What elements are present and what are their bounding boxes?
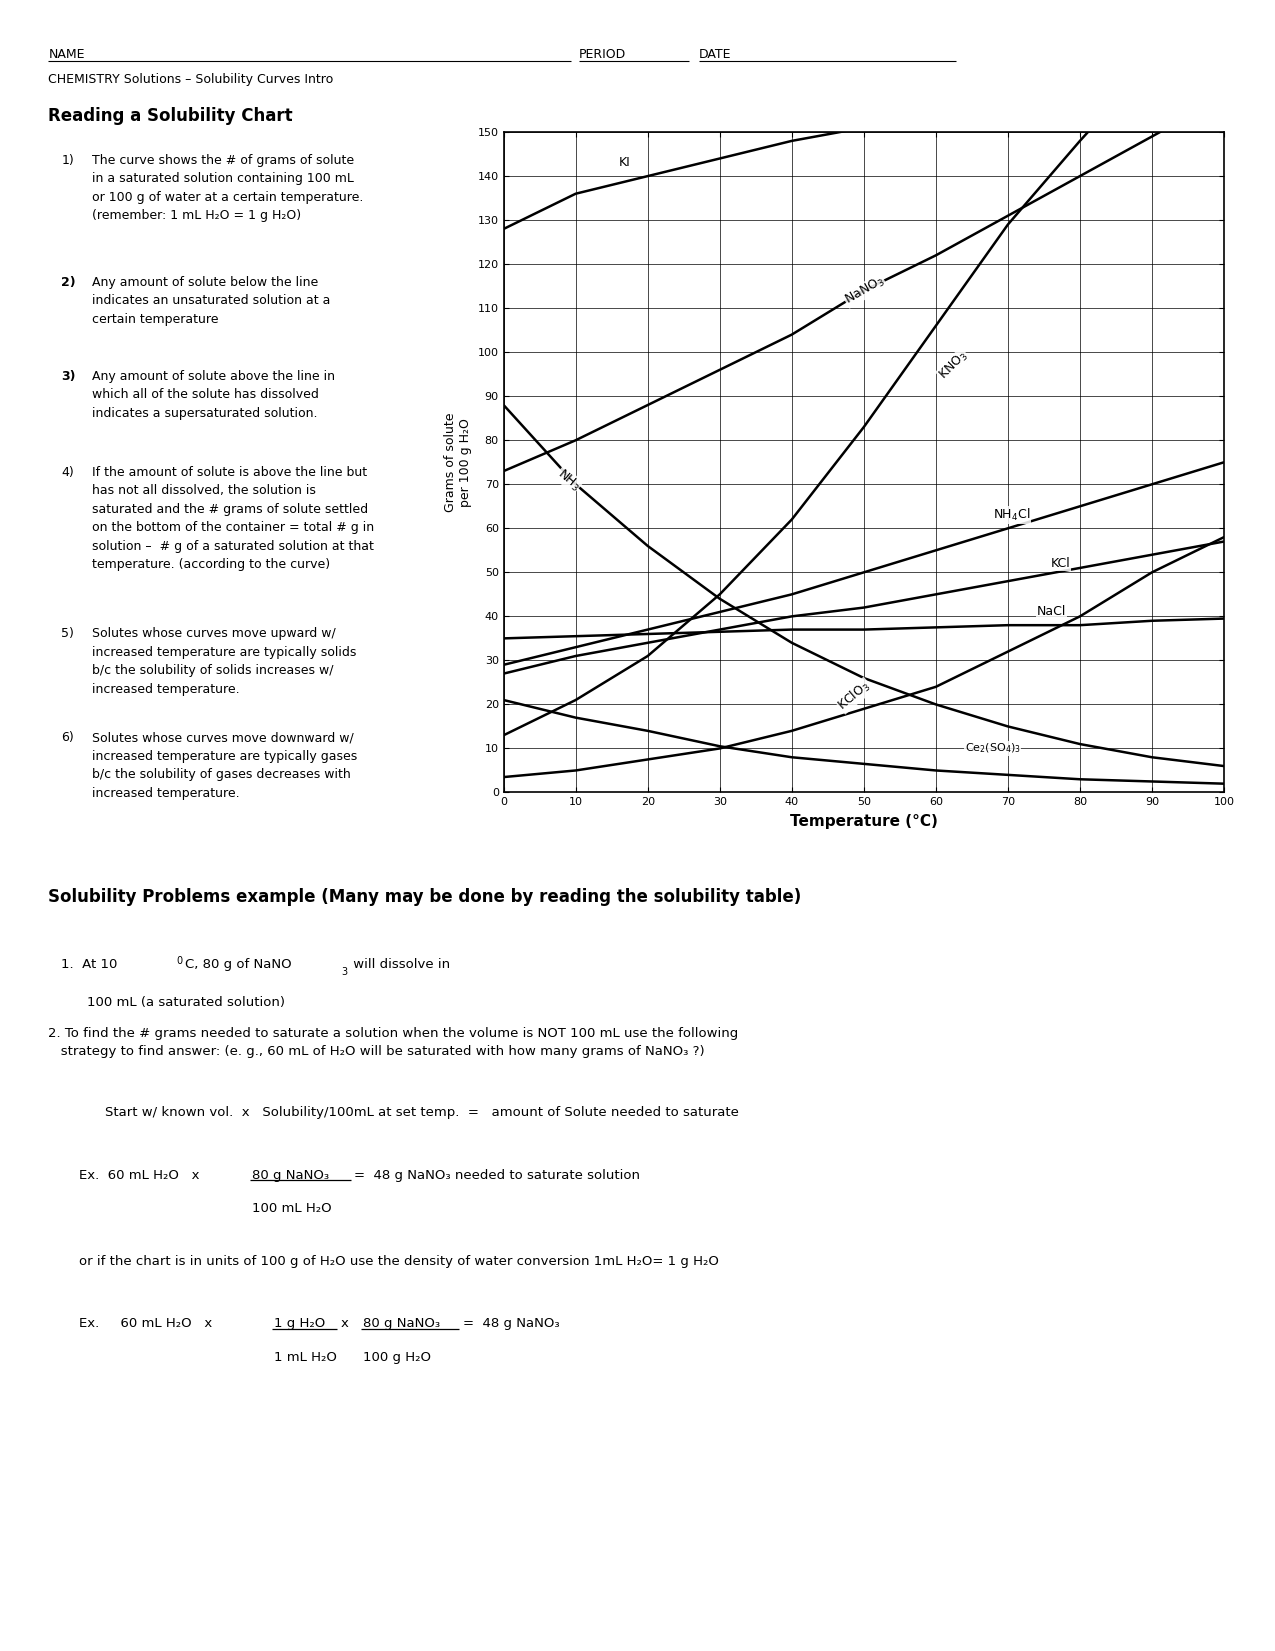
Text: will dissolve in: will dissolve in <box>349 958 450 971</box>
Text: 1 g H₂O: 1 g H₂O <box>274 1317 325 1331</box>
Text: Start w/ known vol.  x   Solubility/100mL at set temp.  =   amount of Solute nee: Start w/ known vol. x Solubility/100mL a… <box>105 1106 738 1119</box>
Text: Ex.     60 mL H₂O   x: Ex. 60 mL H₂O x <box>79 1317 213 1331</box>
Text: or if the chart is in units of 100 g of H₂O use the density of water conversion : or if the chart is in units of 100 g of … <box>79 1255 719 1268</box>
Text: Any amount of solute below the line
indicates an unsaturated solution at a
certa: Any amount of solute below the line indi… <box>92 276 330 325</box>
Text: KCl: KCl <box>1051 556 1071 570</box>
Text: If the amount of solute is above the line but
has not all dissolved, the solutio: If the amount of solute is above the lin… <box>92 466 374 571</box>
Text: 0: 0 <box>176 956 182 966</box>
Text: NaNO$_3$: NaNO$_3$ <box>843 272 887 309</box>
Text: KNO$_3$: KNO$_3$ <box>936 348 970 383</box>
Text: 100 mL (a saturated solution): 100 mL (a saturated solution) <box>87 996 284 1009</box>
Text: 1.  At 10: 1. At 10 <box>61 958 117 971</box>
Text: Solutes whose curves move downward w/
increased temperature are typically gases
: Solutes whose curves move downward w/ in… <box>92 731 357 799</box>
Text: 2. To find the # grams needed to saturate a solution when the volume is NOT 100 : 2. To find the # grams needed to saturat… <box>48 1027 738 1058</box>
Text: =  48 g NaNO₃: = 48 g NaNO₃ <box>463 1317 560 1331</box>
Text: 6): 6) <box>61 731 74 745</box>
Text: 1 mL H₂O: 1 mL H₂O <box>274 1351 337 1364</box>
Text: 3: 3 <box>342 967 348 977</box>
Text: 80 g NaNO₃: 80 g NaNO₃ <box>363 1317 440 1331</box>
Text: Reading a Solubility Chart: Reading a Solubility Chart <box>48 107 293 125</box>
Text: KI: KI <box>618 157 631 170</box>
Text: DATE: DATE <box>699 48 731 61</box>
X-axis label: Temperature (°C): Temperature (°C) <box>790 814 937 829</box>
Text: CHEMISTRY Solutions – Solubility Curves Intro: CHEMISTRY Solutions – Solubility Curves … <box>48 73 334 86</box>
Text: Any amount of solute above the line in
which all of the solute has dissolved
ind: Any amount of solute above the line in w… <box>92 370 335 419</box>
Text: 2): 2) <box>61 276 75 289</box>
Text: =  48 g NaNO₃ needed to saturate solution: = 48 g NaNO₃ needed to saturate solution <box>354 1169 640 1182</box>
Text: 4): 4) <box>61 466 74 479</box>
Text: KClO$_3$: KClO$_3$ <box>835 677 873 713</box>
Text: NaCl: NaCl <box>1037 606 1066 619</box>
Text: 1): 1) <box>61 154 74 167</box>
Text: 80 g NaNO₃: 80 g NaNO₃ <box>252 1169 329 1182</box>
Text: PERIOD: PERIOD <box>579 48 626 61</box>
Text: NH$_4$Cl: NH$_4$Cl <box>993 507 1030 523</box>
Text: 5): 5) <box>61 627 74 641</box>
Text: Ce$_2$(SO$_4$)$_3$: Ce$_2$(SO$_4$)$_3$ <box>965 741 1021 755</box>
Text: Ex.  60 mL H₂O   x: Ex. 60 mL H₂O x <box>79 1169 200 1182</box>
Text: Solutes whose curves move upward w/
increased temperature are typically solids
b: Solutes whose curves move upward w/ incr… <box>92 627 356 695</box>
Text: 100 g H₂O: 100 g H₂O <box>363 1351 431 1364</box>
Text: NH$_3$: NH$_3$ <box>555 466 583 494</box>
Text: Solubility Problems example (Many may be done by reading the solubility table): Solubility Problems example (Many may be… <box>48 888 802 906</box>
Text: x: x <box>340 1317 348 1331</box>
Text: 3): 3) <box>61 370 75 383</box>
Text: NAME: NAME <box>48 48 85 61</box>
Text: The curve shows the # of grams of solute
in a saturated solution containing 100 : The curve shows the # of grams of solute… <box>92 154 363 221</box>
Text: C, 80 g of NaNO: C, 80 g of NaNO <box>185 958 292 971</box>
Text: 100 mL H₂O: 100 mL H₂O <box>252 1202 332 1215</box>
Y-axis label: Grams of solute
per 100 g H₂O: Grams of solute per 100 g H₂O <box>444 413 472 512</box>
